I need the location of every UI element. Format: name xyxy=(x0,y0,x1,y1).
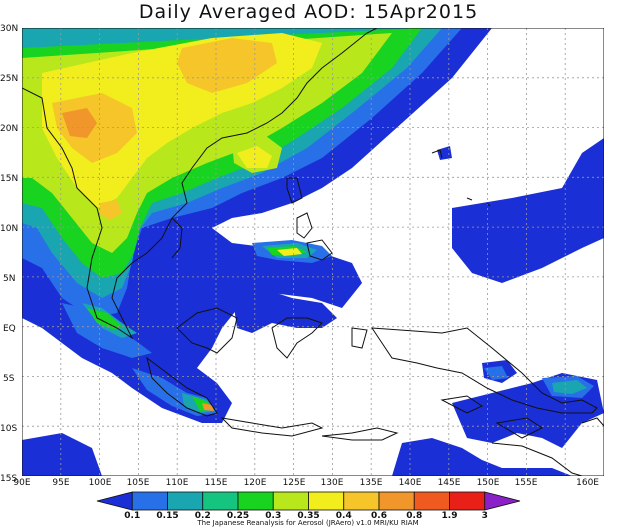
legend-swatches xyxy=(96,491,521,511)
lon-label: 95E xyxy=(52,478,69,488)
lat-label: 20N xyxy=(0,124,18,134)
lon-label: 90E xyxy=(13,478,30,488)
longitude-axis: 90E 95E 100E 105E 110E 115E 120E 125E 13… xyxy=(13,478,599,488)
grid-lines xyxy=(22,28,604,476)
lon-label: 115E xyxy=(205,478,228,488)
legend-swatch xyxy=(237,491,274,511)
coastlines xyxy=(22,28,604,476)
lat-label: 10N xyxy=(0,224,18,234)
legend-swatch xyxy=(272,491,309,511)
lon-label: 155E xyxy=(515,478,538,488)
legend-swatch xyxy=(167,491,204,511)
legend-swatch xyxy=(484,491,521,511)
legend-level-label: 0.15 xyxy=(156,511,178,521)
lon-label: 150E xyxy=(477,478,500,488)
legend-credit: The Japanese Reanalysis for Aerosol (JRA… xyxy=(196,519,418,527)
legend-swatch xyxy=(413,491,450,511)
legend-swatch xyxy=(96,491,133,511)
lat-label: 15N xyxy=(0,174,18,184)
legend-level-label: 1.9 xyxy=(442,511,458,521)
aod-field xyxy=(22,28,604,476)
legend-level-label: 0.3 xyxy=(265,511,281,521)
legend-level-label: 0.25 xyxy=(227,511,249,521)
lon-label: 120E xyxy=(244,478,267,488)
legend-level-label: 0.4 xyxy=(336,511,352,521)
lat-label: 15S xyxy=(0,474,17,484)
lon-label: 110E xyxy=(166,478,189,488)
lat-label: 30N xyxy=(0,24,18,34)
legend-swatch xyxy=(343,491,380,511)
lat-label: 10S xyxy=(0,424,17,434)
legend-level-label: 0.35 xyxy=(297,511,319,521)
legend-level-label: 0.8 xyxy=(406,511,422,521)
aod-map xyxy=(22,28,604,476)
legend-level-label: 0.1 xyxy=(124,511,140,521)
map-title: Daily Averaged AOD: 15Apr2015 xyxy=(138,1,479,23)
legend-swatch xyxy=(202,491,239,511)
legend-swatch xyxy=(449,491,486,511)
lat-label: 25N xyxy=(0,74,18,84)
lat-label: 5N xyxy=(3,274,15,284)
lon-label: 100E xyxy=(89,478,112,488)
legend-labels: 0.1 0.15 0.2 0.25 0.3 0.35 0.4 0.6 0.8 1.9 3 xyxy=(124,511,488,521)
lat-label: 5S xyxy=(3,374,15,384)
lon-label: 145E xyxy=(438,478,461,488)
legend-level-label: 0.2 xyxy=(195,511,211,521)
legend-level-label: 0.6 xyxy=(371,511,387,521)
lon-label: 125E xyxy=(283,478,306,488)
lon-label: 140E xyxy=(399,478,422,488)
lon-label: 105E xyxy=(127,478,150,488)
latitude-axis: 30N 25N 20N 15N 10N 5N EQ 5S 10S 15S xyxy=(0,24,18,484)
lat-label: EQ xyxy=(3,324,16,334)
legend-swatch xyxy=(131,491,168,511)
lon-label: 135E xyxy=(360,478,383,488)
legend-swatch xyxy=(308,491,345,511)
lon-label: 160E xyxy=(576,478,599,488)
legend-level-label: 3 xyxy=(482,511,488,521)
color-legend: 0.1 0.15 0.2 0.25 0.3 0.35 0.4 0.6 0.8 1.9 3 The J… xyxy=(96,491,521,527)
legend-swatch xyxy=(378,491,415,511)
lon-label: 130E xyxy=(321,478,344,488)
